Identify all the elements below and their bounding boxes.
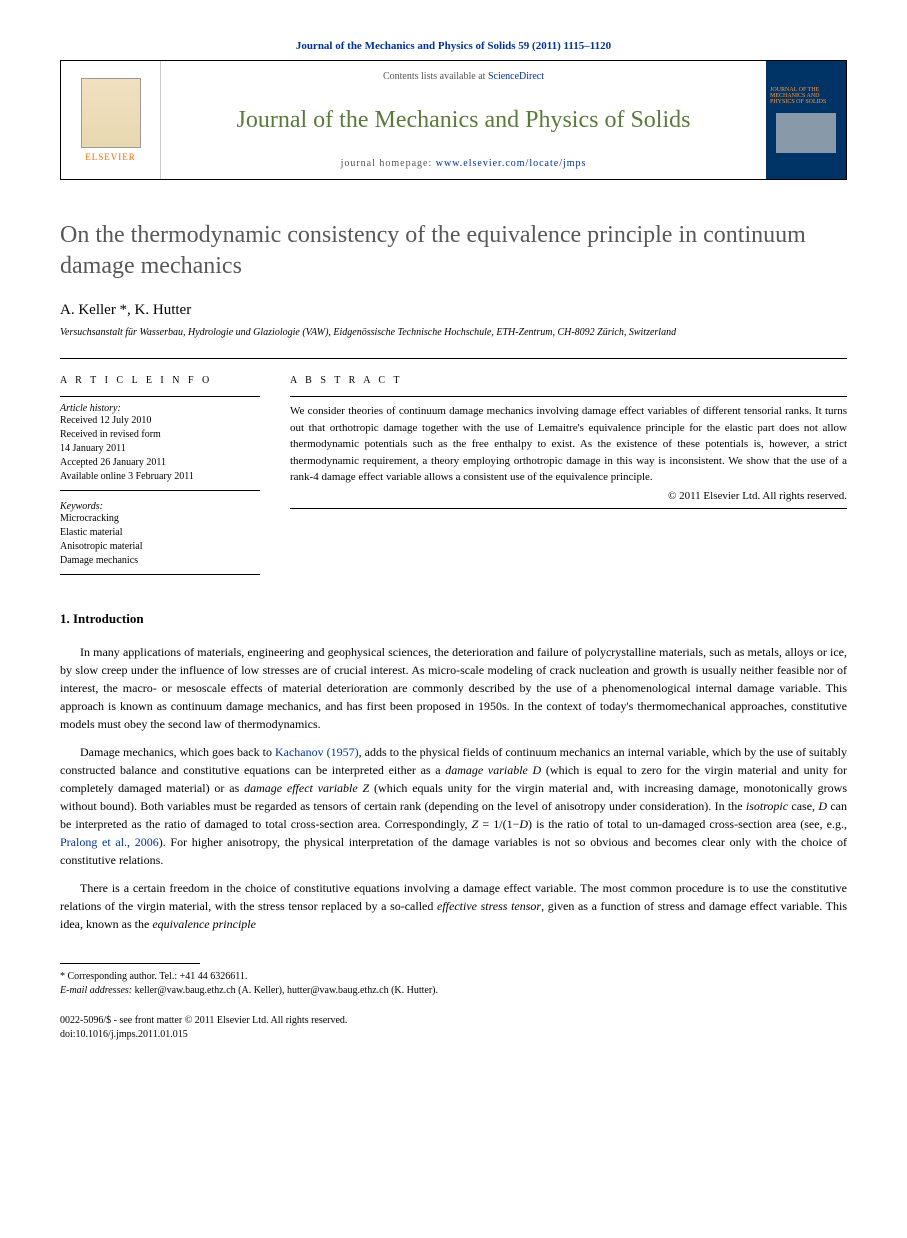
homepage-line: journal homepage: www.elsevier.com/locat… bbox=[181, 158, 746, 169]
history-item: Accepted 26 January 2011 bbox=[60, 456, 260, 470]
text-span: ) is the ratio of total to un-damaged cr… bbox=[528, 817, 847, 831]
homepage-prefix: journal homepage: bbox=[341, 158, 436, 169]
cover-image-icon bbox=[776, 113, 836, 153]
header-center: Contents lists available at ScienceDirec… bbox=[161, 61, 766, 179]
abstract-label: A B S T R A C T bbox=[290, 371, 847, 386]
em-term: equivalence principle bbox=[152, 917, 256, 931]
info-divider bbox=[60, 574, 260, 575]
elsevier-logo: ELSEVIER bbox=[61, 61, 161, 179]
abstract-divider bbox=[290, 396, 847, 397]
footnote-separator bbox=[60, 963, 200, 964]
journal-cover-thumb: JOURNAL OF THE MECHANICS AND PHYSICS OF … bbox=[766, 61, 846, 179]
front-matter-info: 0022-5096/$ - see front matter © 2011 El… bbox=[60, 1014, 847, 1042]
contents-prefix: Contents lists available at bbox=[383, 71, 488, 82]
keyword-item: Elastic material bbox=[60, 526, 260, 540]
section-heading: 1. Introduction bbox=[60, 611, 847, 627]
journal-name: Journal of the Mechanics and Physics of … bbox=[181, 107, 746, 134]
info-divider bbox=[60, 490, 260, 491]
affiliation: Versuchsanstalt für Wasserbau, Hydrologi… bbox=[60, 327, 847, 338]
body-paragraph: In many applications of materials, engin… bbox=[60, 643, 847, 733]
em-term: damage effect variable Z bbox=[244, 781, 369, 795]
cover-title: JOURNAL OF THE MECHANICS AND PHYSICS OF … bbox=[770, 87, 842, 105]
journal-header: ELSEVIER Contents lists available at Sci… bbox=[60, 60, 847, 180]
citation-link[interactable]: Kachanov (1957) bbox=[275, 745, 359, 759]
abstract-text: We consider theories of continuum damage… bbox=[290, 403, 847, 486]
text-span: Damage mechanics, which goes back to bbox=[80, 745, 275, 759]
email-addresses: keller@vaw.baug.ethz.ch (A. Keller), hut… bbox=[132, 985, 438, 996]
citation-link[interactable]: Pralong et al., 2006 bbox=[60, 835, 159, 849]
em-term: D bbox=[519, 817, 528, 831]
article-info-label: A R T I C L E I N F O bbox=[60, 371, 260, 386]
authors: A. Keller *, K. Hutter bbox=[60, 302, 847, 319]
copyright-line: © 2011 Elsevier Ltd. All rights reserved… bbox=[290, 490, 847, 502]
corresponding-author-note: * Corresponding author. Tel.: +41 44 632… bbox=[60, 970, 847, 984]
elsevier-label: ELSEVIER bbox=[85, 152, 136, 162]
text-span: = 1/(1− bbox=[478, 817, 519, 831]
email-label: E-mail addresses: bbox=[60, 985, 132, 996]
doi-line: doi:10.1016/j.jmps.2011.01.015 bbox=[60, 1028, 847, 1042]
text-span: case, bbox=[788, 799, 818, 813]
email-footnote: E-mail addresses: keller@vaw.baug.ethz.c… bbox=[60, 984, 847, 998]
article-title: On the thermodynamic consistency of the … bbox=[60, 220, 847, 282]
issn-line: 0022-5096/$ - see front matter © 2011 El… bbox=[60, 1014, 847, 1028]
contents-available: Contents lists available at ScienceDirec… bbox=[181, 71, 746, 82]
homepage-link[interactable]: www.elsevier.com/locate/jmps bbox=[436, 158, 587, 169]
history-item: Received in revised form bbox=[60, 428, 260, 442]
body-paragraph: There is a certain freedom in the choice… bbox=[60, 879, 847, 933]
article-info-column: A R T I C L E I N F O Article history: R… bbox=[60, 371, 260, 581]
em-term: D bbox=[818, 799, 827, 813]
history-item: Received 12 July 2010 bbox=[60, 414, 260, 428]
abstract-divider bbox=[290, 508, 847, 509]
em-term: effective stress tensor bbox=[437, 899, 541, 913]
keyword-item: Damage mechanics bbox=[60, 554, 260, 568]
history-label: Article history: bbox=[60, 403, 260, 414]
keyword-item: Anisotropic material bbox=[60, 540, 260, 554]
em-term: isotropic bbox=[746, 799, 788, 813]
elsevier-tree-icon bbox=[81, 78, 141, 148]
sciencedirect-link[interactable]: ScienceDirect bbox=[488, 71, 544, 82]
em-term: damage variable D bbox=[445, 763, 541, 777]
text-span: ). For higher anisotropy, the physical i… bbox=[60, 835, 847, 867]
history-item: 14 January 2011 bbox=[60, 442, 260, 456]
abstract-column: A B S T R A C T We consider theories of … bbox=[290, 371, 847, 581]
journal-reference: Journal of the Mechanics and Physics of … bbox=[60, 40, 847, 52]
info-abstract-row: A R T I C L E I N F O Article history: R… bbox=[60, 371, 847, 581]
history-item: Available online 3 February 2011 bbox=[60, 470, 260, 484]
keyword-item: Microcracking bbox=[60, 512, 260, 526]
keywords-label: Keywords: bbox=[60, 501, 260, 512]
divider bbox=[60, 358, 847, 359]
body-paragraph: Damage mechanics, which goes back to Kac… bbox=[60, 743, 847, 869]
info-divider bbox=[60, 396, 260, 397]
